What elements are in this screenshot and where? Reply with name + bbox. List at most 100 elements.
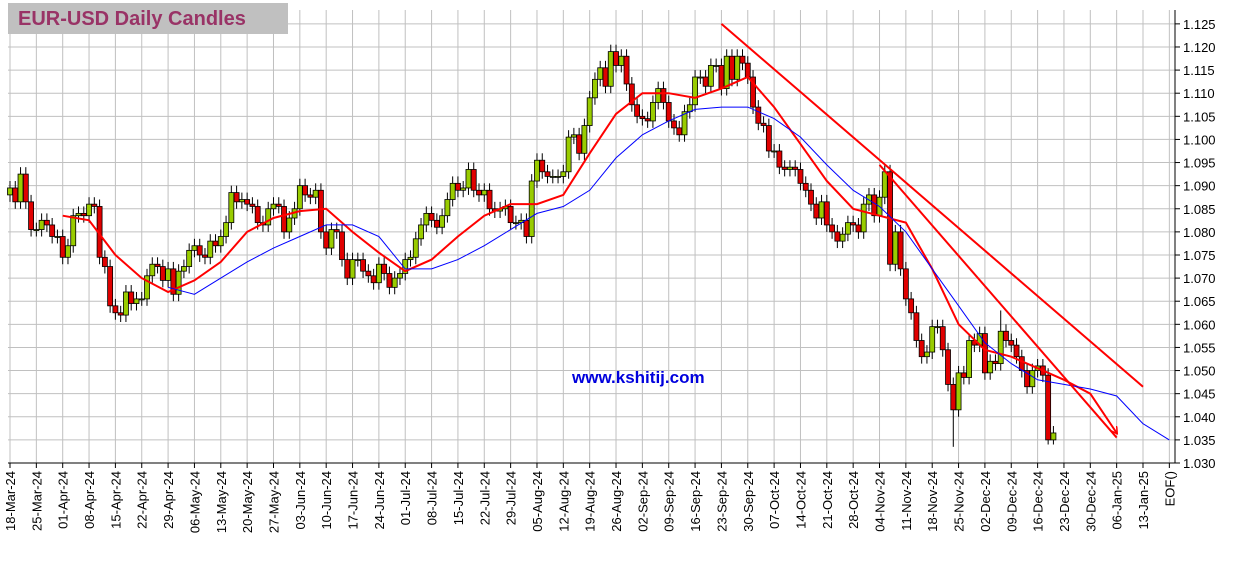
candle-body: [739, 55, 746, 64]
x-tick-label: 03-Jun-24: [293, 471, 308, 530]
candle-body: [449, 182, 456, 200]
y-tick-label: 1.035: [1183, 433, 1216, 448]
candle-body: [1050, 432, 1057, 441]
x-tick-label: 23-Dec-24: [1057, 471, 1072, 532]
y-tick-label: 1.060: [1183, 317, 1216, 332]
candle-body: [623, 55, 630, 85]
candle-body: [987, 360, 994, 374]
candle-body: [966, 340, 972, 378]
y-tick-label: 1.055: [1183, 340, 1216, 355]
candle-body: [460, 187, 467, 191]
candle-body: [407, 256, 414, 261]
candle-body: [86, 203, 92, 217]
candle-body: [233, 192, 240, 203]
candle-body: [787, 166, 793, 170]
candle-body: [523, 219, 530, 237]
y-tick-label: 1.125: [1183, 17, 1216, 32]
x-tick-label: 09-Sep-24: [662, 471, 677, 532]
candle-body: [755, 106, 762, 124]
y-tick-label: 1.040: [1183, 410, 1216, 425]
y-tick-label: 1.095: [1183, 156, 1216, 171]
candle-body: [902, 268, 909, 300]
candle-body: [834, 231, 841, 242]
candle-body: [323, 231, 330, 249]
candle-body: [960, 372, 967, 378]
candle-body: [196, 245, 203, 256]
candle-body: [613, 51, 619, 66]
y-tick-label: 1.105: [1183, 109, 1216, 124]
candle-body: [797, 169, 804, 184]
candle-body: [628, 83, 635, 106]
candle-body: [644, 118, 651, 122]
candle-body: [1013, 344, 1020, 358]
candle-body: [707, 65, 714, 87]
candle-body: [586, 97, 593, 126]
candle-body: [808, 189, 814, 205]
x-tick-label: 18-Mar-24: [3, 471, 18, 531]
candle-body: [486, 189, 493, 210]
candle-body: [296, 185, 303, 210]
candle-body: [844, 222, 851, 235]
candle-body: [223, 222, 229, 237]
x-tick-label: 05-Aug-24: [530, 471, 545, 532]
candle-body: [38, 219, 45, 230]
x-tick-label: 09-Dec-24: [1004, 471, 1019, 532]
candle-body: [412, 238, 419, 258]
candle-body: [360, 259, 366, 272]
x-tick-label: 15-Jul-24: [451, 471, 466, 525]
candle-body: [439, 215, 446, 228]
candle-body: [750, 76, 756, 108]
candle-body: [776, 150, 783, 168]
x-tick-label: 08-Jul-24: [425, 471, 440, 525]
candle-body: [565, 136, 572, 173]
candle-body: [939, 326, 946, 351]
y-tick-label: 1.045: [1183, 387, 1216, 402]
candle-body: [924, 351, 930, 358]
candle-body: [528, 180, 535, 237]
x-tick-label: 28-Oct-24: [846, 471, 861, 529]
x-tick-label: 25-Mar-24: [29, 471, 44, 531]
candle-body: [128, 291, 135, 304]
candle-body: [802, 182, 809, 191]
candle-body: [913, 312, 920, 341]
candle-body: [33, 229, 40, 231]
x-tick-label: 08-Apr-24: [82, 471, 97, 529]
candle-body: [428, 212, 435, 221]
candle-body: [692, 76, 698, 106]
candle-body: [570, 134, 577, 138]
candle-body: [339, 231, 345, 261]
x-tick-label: 18-Nov-24: [925, 471, 940, 532]
candle-body: [138, 298, 145, 301]
candle-body: [792, 166, 799, 170]
candle-body: [734, 55, 741, 80]
candle-body: [286, 217, 293, 233]
candle-body: [465, 169, 472, 189]
candle-body: [212, 240, 219, 247]
chart-title: EUR-USD Daily Candles: [18, 8, 246, 30]
y-tick-label: 1.065: [1183, 294, 1216, 309]
candle-body: [70, 215, 77, 247]
candle-body: [191, 245, 198, 251]
candle-body: [982, 333, 988, 374]
candle-body: [823, 201, 830, 226]
x-tick-label: 29-Apr-24: [161, 471, 176, 529]
trendline: [720, 23, 1144, 388]
candle-body: [123, 291, 129, 316]
candle-body: [302, 185, 309, 196]
candle-body: [349, 259, 356, 279]
x-tick-label: 01-Jul-24: [398, 471, 413, 525]
y-tick-label: 1.070: [1183, 271, 1216, 286]
candle-body: [370, 275, 377, 284]
candle-body: [254, 206, 261, 224]
candle-body: [91, 203, 98, 207]
candle-body: [544, 171, 551, 177]
candle-body: [28, 201, 34, 230]
candle-body: [375, 263, 382, 284]
candle-body: [1045, 374, 1052, 441]
candle-body: [423, 212, 430, 226]
candle-body: [365, 270, 372, 277]
candle-body: [576, 134, 583, 154]
x-tick-label: 20-May-24: [240, 471, 255, 533]
